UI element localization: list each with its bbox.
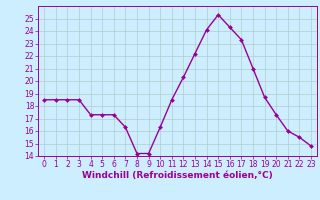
X-axis label: Windchill (Refroidissement éolien,°C): Windchill (Refroidissement éolien,°C) <box>82 171 273 180</box>
